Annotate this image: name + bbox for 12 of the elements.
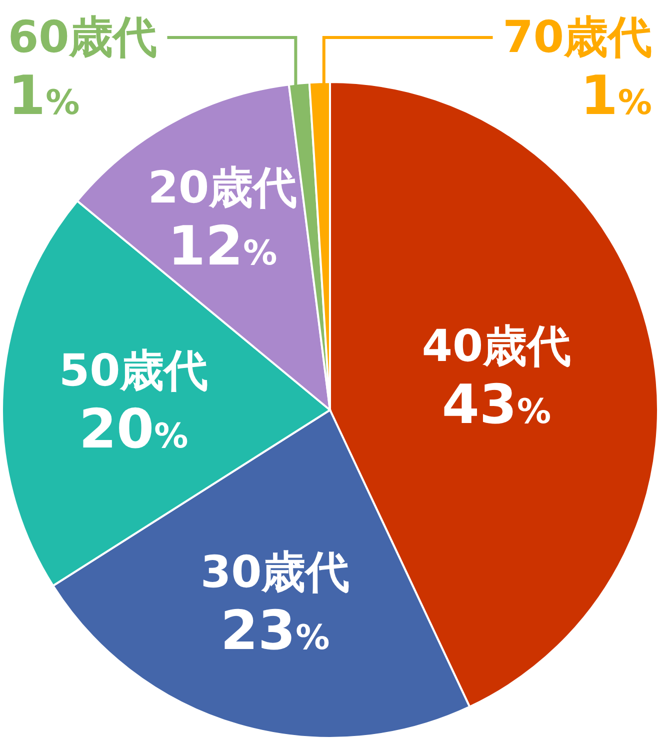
slice-label: 20歳代 — [148, 162, 298, 214]
data-label: 1% — [8, 64, 80, 127]
data-label: 1% — [580, 64, 652, 127]
data-label: 20% — [78, 398, 188, 461]
data-label: 43% — [442, 372, 552, 436]
data-label: 12% — [168, 214, 278, 278]
slice-label: 30歳代 — [200, 546, 350, 598]
slice-label: 40歳代 — [422, 320, 572, 372]
slice-label: 50歳代 — [58, 346, 208, 397]
slice-label: 60歳代 — [8, 12, 158, 63]
data-label: 23% — [220, 598, 330, 662]
slice-label: 70歳代 — [502, 12, 652, 63]
